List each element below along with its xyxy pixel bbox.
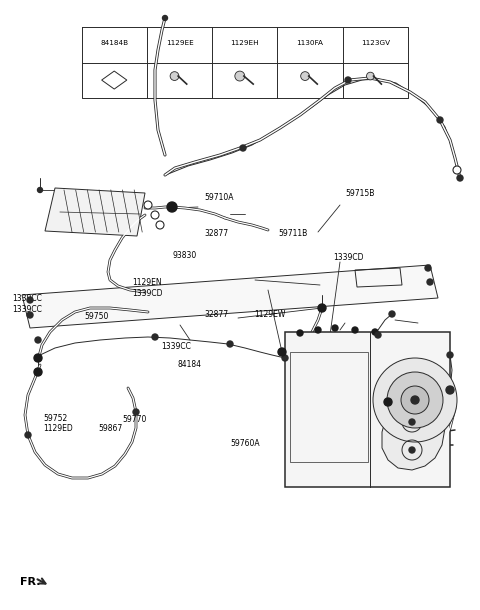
Circle shape	[389, 311, 395, 317]
Text: 59752: 59752	[43, 414, 68, 423]
Polygon shape	[45, 188, 145, 236]
Circle shape	[453, 166, 461, 174]
Text: 59770: 59770	[122, 415, 147, 424]
Circle shape	[387, 372, 443, 428]
Circle shape	[133, 409, 139, 415]
Circle shape	[235, 71, 245, 81]
Polygon shape	[22, 265, 438, 328]
Circle shape	[372, 329, 378, 335]
Text: 1129EH: 1129EH	[230, 40, 259, 46]
Circle shape	[227, 341, 233, 347]
Circle shape	[163, 15, 168, 21]
Text: 59715B: 59715B	[346, 189, 375, 198]
Text: 59760A: 59760A	[230, 439, 260, 448]
Text: 1129EW: 1129EW	[254, 310, 286, 319]
Text: 32877: 32877	[204, 310, 228, 319]
Text: 59710A: 59710A	[204, 193, 233, 202]
Circle shape	[318, 304, 326, 312]
Circle shape	[35, 337, 41, 343]
Text: 1339CD: 1339CD	[334, 253, 364, 262]
Circle shape	[34, 354, 42, 362]
Circle shape	[384, 398, 392, 406]
Text: 1130FA: 1130FA	[297, 40, 324, 46]
Circle shape	[144, 201, 152, 209]
Text: 93830: 93830	[173, 251, 197, 260]
Circle shape	[170, 71, 179, 81]
Circle shape	[25, 432, 31, 438]
Text: 32877: 32877	[204, 229, 228, 238]
Circle shape	[34, 368, 42, 376]
Circle shape	[27, 297, 33, 303]
Circle shape	[345, 77, 351, 83]
Circle shape	[411, 396, 419, 404]
Circle shape	[352, 327, 358, 333]
Text: 1123GV: 1123GV	[361, 40, 390, 46]
Circle shape	[332, 325, 338, 331]
Circle shape	[300, 71, 310, 81]
Circle shape	[373, 358, 457, 442]
Text: 1129EE: 1129EE	[166, 40, 193, 46]
Circle shape	[427, 279, 433, 285]
Polygon shape	[382, 398, 445, 470]
Circle shape	[457, 175, 463, 181]
Bar	[290, 352, 368, 462]
Circle shape	[446, 386, 454, 394]
Circle shape	[278, 348, 286, 356]
Text: 84184B: 84184B	[100, 40, 128, 46]
Circle shape	[375, 332, 381, 338]
Circle shape	[401, 386, 429, 414]
Circle shape	[297, 330, 303, 336]
Text: 59750: 59750	[84, 312, 108, 321]
Circle shape	[409, 419, 415, 425]
Circle shape	[27, 312, 33, 318]
Circle shape	[282, 355, 288, 361]
Text: 1339CC: 1339CC	[12, 305, 42, 314]
Text: 84184: 84184	[178, 360, 202, 369]
Circle shape	[367, 72, 374, 80]
Text: 1129ED: 1129ED	[43, 424, 73, 433]
Circle shape	[315, 327, 321, 333]
Text: 1339CC: 1339CC	[161, 342, 191, 351]
Circle shape	[167, 202, 177, 212]
Circle shape	[156, 221, 164, 229]
Circle shape	[454, 167, 460, 173]
Text: FR.: FR.	[20, 577, 40, 587]
Text: 1339CC: 1339CC	[12, 294, 42, 303]
Text: 59867: 59867	[98, 424, 123, 433]
Circle shape	[152, 334, 158, 340]
Circle shape	[447, 352, 453, 358]
Text: 59711B: 59711B	[278, 229, 308, 238]
Circle shape	[240, 145, 246, 151]
Circle shape	[37, 187, 43, 193]
Circle shape	[409, 447, 415, 453]
Circle shape	[425, 265, 431, 271]
Bar	[285, 332, 450, 487]
Circle shape	[151, 211, 159, 219]
Circle shape	[437, 117, 443, 123]
Text: 1339CD: 1339CD	[132, 289, 163, 298]
Text: 1129EN: 1129EN	[132, 278, 162, 287]
